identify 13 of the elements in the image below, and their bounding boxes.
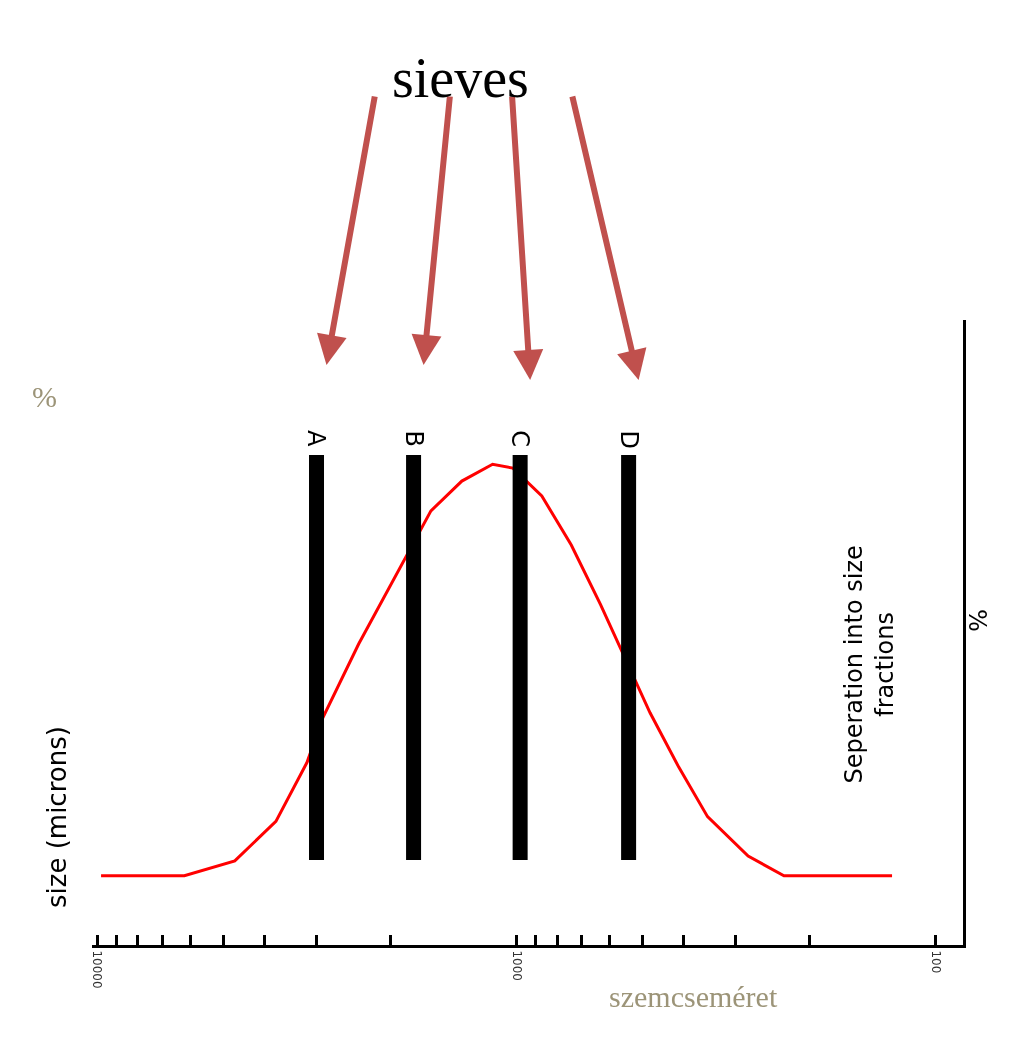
y-axis-title: %: [963, 609, 991, 632]
text: szemcseméret: [609, 980, 778, 1013]
x-tick-label: 100: [928, 950, 943, 974]
chart-title: sieves: [392, 47, 529, 109]
ref-line-label: B: [399, 430, 428, 447]
ref-line-label: A: [302, 429, 331, 447]
annotation: Seperation into size fractions: [839, 545, 899, 784]
text: %: [32, 380, 57, 413]
x-tick-label: 1000: [509, 950, 524, 981]
ref-line-label: D: [614, 430, 643, 449]
x-tick-label: 10000: [90, 950, 105, 989]
ref-line-label: C: [505, 430, 534, 448]
text: size (microns): [42, 726, 72, 908]
